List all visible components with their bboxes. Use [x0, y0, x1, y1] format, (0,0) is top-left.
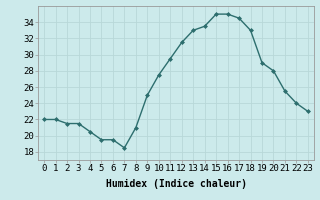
X-axis label: Humidex (Indice chaleur): Humidex (Indice chaleur)	[106, 179, 246, 189]
